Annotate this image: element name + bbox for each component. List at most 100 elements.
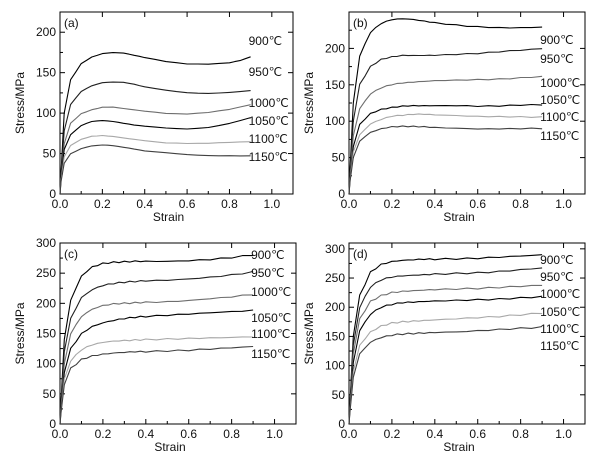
y-axis-label: Stress/MPa <box>302 72 316 134</box>
y-tick-label: 300 <box>36 236 56 250</box>
chart-panel-2: 0.0 0.2 0.4 0.6 0.8 1.0 0 50 100 150 200 Strain Stre… <box>302 11 586 224</box>
series-label: 950℃ <box>540 52 574 66</box>
series-line-1050c <box>348 103 543 195</box>
x-tick-label: 0.6 <box>180 427 197 441</box>
y-tick-label: 150 <box>36 327 56 341</box>
series-label: 1000℃ <box>540 76 580 90</box>
series-line-1100c <box>59 336 254 425</box>
x-tick-label: 0.2 <box>384 427 401 441</box>
series-label: 950℃ <box>251 266 285 280</box>
series-line-900c <box>59 255 254 425</box>
y-tick-label: 100 <box>36 357 56 371</box>
y-tick-label: 0 <box>338 417 345 431</box>
x-tick-label: 1.0 <box>266 427 283 441</box>
chart-panel-1: 0.0 0.2 0.4 0.6 0.8 1.0 0 50 100 150 200 Strain Stre… <box>13 11 294 224</box>
series-label: 900℃ <box>540 253 574 267</box>
x-axis-label: Strain <box>443 440 474 454</box>
x-tick-label: 0.2 <box>94 197 111 211</box>
series-line-950c <box>348 48 543 195</box>
y-tick-label: 0 <box>49 187 56 201</box>
series-line-1050c <box>348 295 543 425</box>
series-line-1150c <box>348 125 543 195</box>
series-label: 950℃ <box>540 270 574 284</box>
panel-label: (a) <box>64 16 79 30</box>
y-axis-label: Stress/MPa <box>13 72 27 134</box>
y-tick-label: 150 <box>325 78 345 92</box>
y-tick-label: 0 <box>49 417 56 431</box>
y-axis-label: Stress/MPa <box>13 302 27 364</box>
series-label: 900℃ <box>249 34 282 48</box>
series-label: 1050℃ <box>251 311 291 325</box>
series-line-1000c <box>59 294 254 425</box>
x-tick-label: 1.0 <box>555 197 572 211</box>
x-tick-label: 0.4 <box>426 427 443 441</box>
series-line-1050c <box>59 117 251 195</box>
chart-panel-3: 0.0 0.2 0.4 0.6 0.8 1.0 0 50 100 150 200 250 300 Stra… <box>13 236 297 454</box>
series-label: 1150℃ <box>249 150 288 164</box>
x-tick-label: 0.4 <box>136 197 153 211</box>
series-line-1000c <box>348 284 543 425</box>
x-tick-label: 0.8 <box>221 197 238 211</box>
y-tick-label: 250 <box>36 266 56 280</box>
series-label: 1150℃ <box>251 347 290 361</box>
panel-label: (b) <box>353 16 368 30</box>
series-label: 1050℃ <box>540 93 580 107</box>
x-tick-label: 0.2 <box>95 427 112 441</box>
series-label: 1050℃ <box>249 114 289 128</box>
series-line-1050c <box>59 309 254 425</box>
y-tick-label: 200 <box>36 296 56 310</box>
series-label: 1000℃ <box>249 96 289 110</box>
x-axis-label: Strain <box>153 210 184 224</box>
x-tick-label: 0.4 <box>426 197 443 211</box>
y-tick-label: 300 <box>325 242 345 256</box>
x-tick-label: 0.8 <box>223 427 240 441</box>
y-tick-label: 50 <box>332 151 346 165</box>
y-tick-label: 100 <box>325 359 345 373</box>
y-tick-label: 200 <box>325 41 345 55</box>
plot-frame <box>348 242 586 425</box>
series-line-1100c <box>348 312 543 425</box>
series-line-1150c <box>348 325 543 425</box>
chart-panel-4: 0.0 0.2 0.4 0.6 0.8 1.0 0 50 100 150 200 250 300 Stra… <box>302 242 586 454</box>
y-tick-label: 50 <box>43 147 57 161</box>
series-line-900c <box>59 52 251 195</box>
y-tick-label: 200 <box>325 300 345 314</box>
series-line-1100c <box>59 134 251 195</box>
x-tick-label: 0.4 <box>137 427 154 441</box>
y-tick-label: 150 <box>325 329 345 343</box>
series-line-950c <box>59 81 251 195</box>
y-tick-label: 150 <box>36 66 56 80</box>
x-tick-label: 0.6 <box>469 197 486 211</box>
x-axis-label: Strain <box>443 210 474 224</box>
series-label: 1100℃ <box>540 110 579 124</box>
y-tick-label: 50 <box>332 388 346 402</box>
series-line-1000c <box>348 75 543 195</box>
series-line-950c <box>348 267 543 425</box>
x-tick-label: 0.0 <box>52 197 69 211</box>
series-line-1150c <box>59 345 254 425</box>
plot-frame <box>59 11 294 195</box>
series-line-900c <box>348 18 543 195</box>
x-tick-label: 0.6 <box>179 197 196 211</box>
series-label: 1000℃ <box>251 285 291 299</box>
y-axis-label: Stress/MPa <box>302 302 316 364</box>
y-tick-label: 50 <box>43 387 57 401</box>
series-label: 1100℃ <box>251 327 290 341</box>
panel-label: (d) <box>353 247 368 261</box>
x-tick-label: 0.0 <box>52 427 69 441</box>
x-tick-label: 0.0 <box>341 427 358 441</box>
series-label: 1150℃ <box>540 129 579 143</box>
series-label: 1100℃ <box>249 132 288 146</box>
series-label: 1150℃ <box>540 339 579 353</box>
series-label: 950℃ <box>249 65 282 79</box>
y-tick-label: 250 <box>325 271 345 285</box>
y-tick-label: 100 <box>325 114 345 128</box>
x-tick-label: 0.8 <box>512 427 529 441</box>
series-line-1100c <box>348 113 543 195</box>
series-line-1000c <box>59 104 251 195</box>
x-tick-label: 1.0 <box>555 427 572 441</box>
series-label: 1050℃ <box>540 305 580 319</box>
x-axis-label: Strain <box>154 440 185 454</box>
series-label: 900℃ <box>251 248 285 262</box>
